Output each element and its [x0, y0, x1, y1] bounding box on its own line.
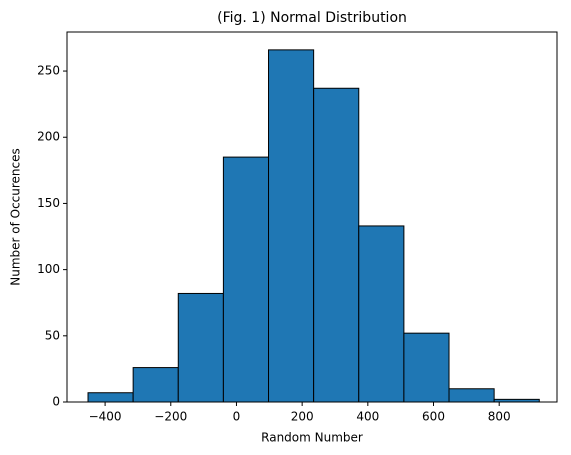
bar [358, 225, 405, 403]
y-tick-label: 50 [45, 328, 60, 342]
x-tick-label: −400 [89, 410, 122, 424]
bar [448, 388, 495, 403]
x-tick-label: 0 [233, 410, 241, 424]
x-tick-label: 600 [422, 410, 445, 424]
bar [268, 49, 315, 403]
y-tick-label: 0 [52, 395, 60, 409]
x-tick-label: 200 [291, 410, 314, 424]
bar [87, 392, 134, 403]
plot-frame [66, 31, 558, 403]
bar [132, 367, 179, 403]
y-tick-label: 150 [37, 196, 60, 210]
y-axis-label: Number of Occurences [9, 148, 23, 286]
bar [313, 87, 360, 403]
x-tick-label: −200 [154, 410, 187, 424]
y-tick-label: 250 [37, 64, 60, 78]
bar [222, 156, 270, 403]
chart-title: (Fig. 1) Normal Distribution [217, 10, 407, 26]
x-axis-label: Random Number [261, 431, 363, 445]
x-tick-label: 800 [488, 410, 511, 424]
bar [403, 332, 450, 403]
bar [177, 292, 224, 403]
x-tick-label: 400 [356, 410, 379, 424]
y-tick-label: 100 [37, 262, 60, 276]
y-tick-label: 200 [37, 130, 60, 144]
